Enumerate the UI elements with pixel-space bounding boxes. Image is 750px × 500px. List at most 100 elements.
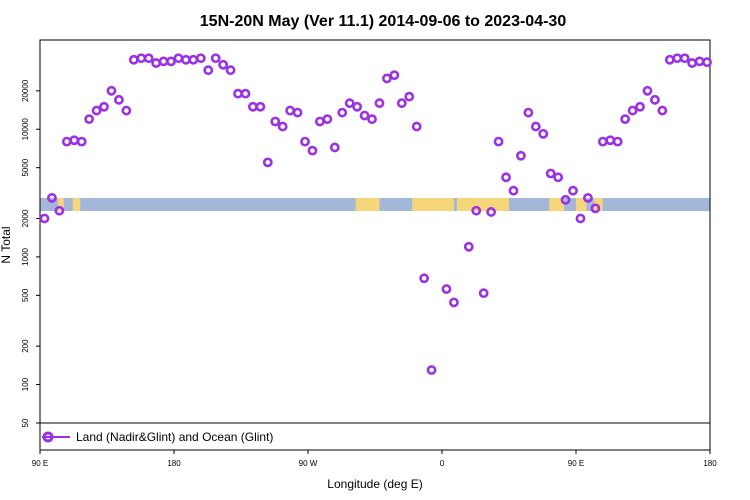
data-point [329, 142, 340, 153]
x-tick-label: 180 [167, 459, 181, 468]
data-point [344, 98, 355, 109]
y-axis-label: N Total [0, 226, 13, 263]
data-point [91, 105, 102, 116]
data-point [285, 105, 296, 116]
data-point [657, 105, 668, 116]
data-point [277, 121, 288, 132]
data-point [300, 136, 310, 147]
data-point [374, 98, 385, 109]
chart-title: 15N-20N May (Ver 11.1) 2014-09-06 to 202… [200, 13, 567, 30]
data-point [478, 288, 489, 299]
data-point [426, 365, 437, 375]
data-point [352, 101, 363, 112]
data-point [128, 54, 139, 65]
data-point [687, 58, 698, 68]
data-point [359, 110, 370, 121]
data-point [315, 116, 325, 127]
data-point [560, 194, 571, 205]
y-tick-label: 100 [21, 377, 30, 391]
land-segment [412, 198, 454, 211]
data-point [181, 54, 191, 65]
data-point [664, 54, 675, 65]
data-point [210, 53, 221, 64]
data-point [389, 70, 400, 81]
x-axis-label: Longitude (deg E) [327, 477, 422, 491]
data-point [516, 150, 526, 161]
map-strip [40, 198, 710, 211]
data-point [396, 98, 407, 109]
data-point [523, 107, 534, 118]
land-segment [549, 198, 565, 211]
y-tick-label: 1000 [21, 247, 30, 265]
data-point [240, 88, 251, 99]
data-point [493, 136, 504, 147]
data-point [620, 114, 631, 125]
data-point [449, 297, 459, 308]
data-point [538, 128, 549, 139]
data-point [590, 203, 601, 214]
data-point [583, 192, 593, 203]
land-segment [576, 198, 587, 211]
data-point [248, 101, 258, 112]
data-point [195, 53, 206, 64]
data-point [501, 172, 511, 183]
data-point [143, 53, 154, 64]
data-point [597, 136, 608, 147]
data-point [54, 205, 65, 216]
x-tick-label: 90 E [32, 459, 48, 468]
legend: Land (Nadir&Glint) and Ocean (Glint) [39, 422, 711, 451]
data-point [463, 241, 474, 252]
land-segment [72, 198, 81, 211]
x-tick-label: 180 [703, 459, 717, 468]
data-point [672, 53, 683, 64]
data-point [635, 101, 645, 112]
data-point [411, 121, 422, 132]
data-point [233, 88, 243, 99]
data-point [702, 57, 712, 68]
data-point [545, 168, 556, 179]
y-tick-label: 5000 [21, 158, 30, 176]
data-point [225, 65, 236, 76]
data-point [530, 121, 541, 132]
data-point [39, 213, 50, 224]
data-point [292, 107, 303, 118]
data-point [679, 53, 690, 64]
data-point [69, 135, 80, 146]
data-point [203, 65, 214, 76]
x-axis: 90 E 180 90 W 0 90 E 180 [32, 450, 717, 468]
data-point [151, 58, 162, 68]
land-segment [57, 198, 64, 211]
data-point [322, 114, 333, 125]
y-tick-label: 200 [21, 339, 30, 353]
data-point [121, 105, 132, 116]
data-point [612, 136, 623, 147]
data-point [471, 205, 482, 216]
data-point [382, 73, 392, 84]
data-point [419, 273, 430, 284]
y-tick-label: 500 [21, 288, 30, 302]
data-point [441, 284, 452, 294]
data-points [39, 53, 712, 441]
data-point [605, 135, 616, 146]
data-point [47, 192, 57, 203]
data-point [553, 172, 564, 183]
y-tick-label: 10000 [21, 118, 30, 141]
y-axis: 50 100 200 500 1000 2000 5000 10000 20000 [21, 79, 40, 427]
data-point [76, 136, 87, 147]
x-tick-label: 90 E [568, 459, 584, 468]
data-point [106, 85, 117, 96]
data-point [173, 53, 184, 64]
data-point [627, 105, 638, 116]
y-tick-label: 20000 [21, 79, 30, 102]
data-point [694, 56, 705, 67]
data-point [84, 114, 95, 125]
data-point [508, 185, 519, 196]
data-point [486, 207, 497, 217]
data-point [158, 56, 169, 67]
legend-marker [42, 431, 54, 443]
data-point [650, 94, 660, 105]
data-point [270, 116, 281, 127]
data-point [218, 59, 229, 70]
data-point [568, 185, 578, 196]
